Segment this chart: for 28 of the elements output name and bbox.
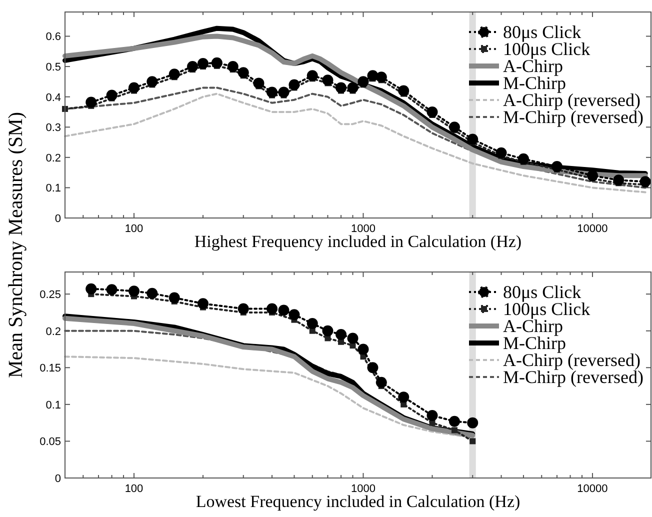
legend-label: A-Chirp (503, 56, 563, 76)
y-tick-label: 0 (54, 473, 61, 485)
y-tick-label: 0.2 (46, 326, 61, 338)
x-axis-title: Lowest Frequency included in Calculation (Hz) (196, 492, 520, 511)
x-tick-label: 100 (124, 483, 144, 495)
y-tick-label: 0.4 (46, 92, 61, 104)
x-tick-label: 100 (124, 223, 144, 235)
y-tick-label: 0.3 (46, 122, 61, 134)
x-tick-label: 1000 (351, 483, 376, 495)
x-tick-label: 10000 (577, 483, 608, 495)
y-tick-label: 0 (54, 213, 61, 225)
legend-label: 80μs Click (503, 282, 582, 302)
y-tick-label: 0.1 (46, 182, 61, 195)
y-tick-label: 0.5 (46, 62, 61, 74)
x-axis-title: Highest Frequency included in Calculation (Hz) (194, 232, 522, 251)
x-tick-label: 1000 (351, 223, 376, 235)
legend-label: A-Chirp (503, 316, 563, 336)
y-tick-label: 0.05 (40, 436, 61, 448)
x-tick-label: 10000 (577, 223, 608, 235)
legend-label: 100μs Click (503, 299, 590, 319)
y-tick-label: 0.6 (46, 31, 61, 44)
legend-label: 100μs Click (503, 39, 590, 59)
y-tick-label: 0.25 (40, 289, 61, 302)
legend-label: 80μs Click (503, 22, 582, 42)
y-tick-label: 0.1 (46, 399, 61, 412)
y-axis-title: Mean Synchrony Measures (SM) (5, 112, 27, 378)
y-tick-label: 0.2 (46, 152, 61, 164)
y-tick-label: 0.15 (40, 362, 61, 375)
